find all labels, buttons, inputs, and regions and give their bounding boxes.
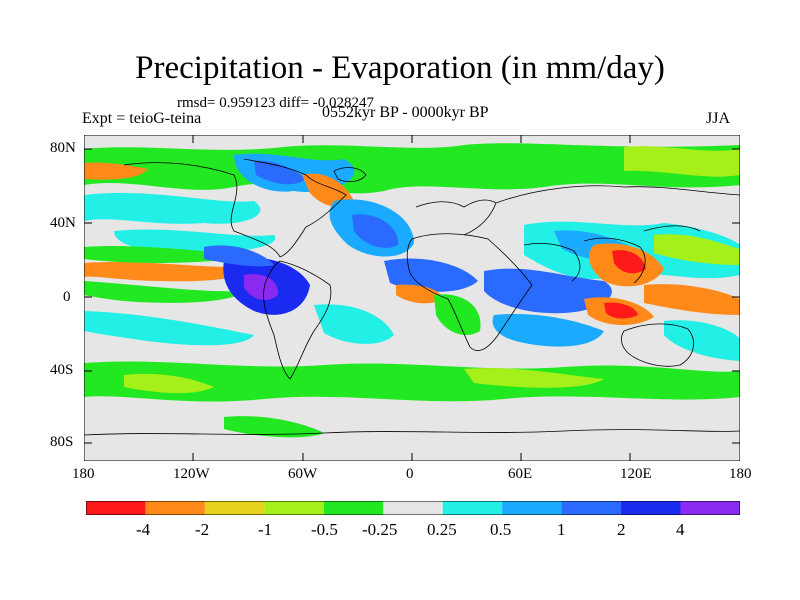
x-label-120w: 120W bbox=[173, 466, 210, 482]
colorbar-label-4: -0.5 bbox=[311, 520, 338, 539]
field-mc-red bbox=[612, 250, 646, 274]
stats-line: rmsd= 0.959123 diff= -0.028247 bbox=[177, 95, 375, 111]
colorbar-label-7: 0.5 bbox=[490, 520, 512, 539]
field-epac-green-s bbox=[84, 281, 244, 303]
colorbar-bin-8 bbox=[502, 501, 562, 515]
field-antarctic-green bbox=[224, 416, 324, 438]
field-guinea-orange bbox=[396, 284, 444, 304]
colorbar-label-8: 1 bbox=[557, 520, 566, 539]
colorbar-bin-11 bbox=[680, 501, 740, 515]
field-npac-cyan-2 bbox=[114, 229, 276, 253]
colorbar-bin-2 bbox=[145, 501, 205, 515]
field-wpac-lime bbox=[654, 234, 740, 265]
field-siberia-lime bbox=[624, 146, 740, 177]
y-label-40n: 40N bbox=[50, 215, 76, 231]
field-canada-dblue bbox=[254, 160, 306, 185]
colorbar-label-2: -2 bbox=[195, 520, 210, 539]
coast-africa bbox=[406, 233, 533, 351]
colorbar-label-10: 4 bbox=[676, 520, 685, 539]
field-sindian-blue bbox=[492, 313, 604, 347]
field-amazon-violet bbox=[244, 274, 279, 301]
coast-australia bbox=[620, 323, 694, 367]
x-label-60e: 60E bbox=[508, 466, 533, 482]
colorbar-bin-6 bbox=[383, 501, 443, 515]
field-spac-cyan bbox=[84, 311, 254, 346]
colorbar bbox=[86, 501, 740, 515]
coastlines bbox=[84, 158, 740, 436]
y-label-40s: 40S bbox=[50, 362, 74, 378]
field-tasman-cyan bbox=[664, 320, 740, 361]
field-africa-green bbox=[434, 294, 481, 336]
x-label-180e: 180 bbox=[729, 466, 752, 482]
x-label-60w: 60W bbox=[288, 466, 318, 482]
colorbar-bin-7 bbox=[442, 501, 503, 515]
colorbar-bin-1 bbox=[86, 501, 146, 515]
field-layer bbox=[84, 143, 740, 438]
y-label-80s: 80S bbox=[50, 434, 74, 450]
colorbar-label-5: -0.25 bbox=[362, 520, 398, 539]
colorbar-bin-9 bbox=[561, 501, 622, 515]
field-carib-blue bbox=[204, 245, 274, 267]
period-label: 0552kyr BP - 0000kyr BP bbox=[322, 104, 489, 121]
chart-title: Precipitation - Evaporation (in mm/day) bbox=[135, 50, 665, 86]
coast-antarctica bbox=[84, 429, 740, 436]
x-label-0: 0 bbox=[406, 466, 414, 482]
field-indian-blue bbox=[484, 268, 612, 314]
field-tim-red bbox=[604, 302, 638, 319]
coast-greenland bbox=[333, 167, 367, 183]
map-panel bbox=[84, 135, 740, 461]
field-alaska-orange bbox=[84, 162, 148, 180]
y-label-80n: 80N bbox=[50, 140, 76, 156]
field-wpac-orange bbox=[644, 284, 740, 315]
field-southern-lime-2 bbox=[464, 368, 604, 388]
experiment-label: Expt = teioG-teina bbox=[82, 110, 202, 127]
colorbar-label-9: 2 bbox=[617, 520, 626, 539]
field-npac-cyan bbox=[84, 192, 261, 224]
coast-south-america bbox=[263, 260, 332, 380]
field-tatl-blue bbox=[384, 258, 478, 292]
x-label-180w: 180 bbox=[72, 466, 95, 482]
colorbar-label-3: -1 bbox=[258, 520, 273, 539]
coast-north-america bbox=[123, 158, 347, 258]
colorbar-label-6: 0.25 bbox=[427, 520, 457, 539]
field-satl-cyan bbox=[314, 304, 394, 344]
field-natl-orange bbox=[302, 173, 354, 207]
season-label: JJA bbox=[706, 110, 731, 127]
field-southern-lime bbox=[124, 373, 214, 394]
y-label-0: 0 bbox=[63, 289, 71, 305]
colorbar-bin-3 bbox=[204, 501, 265, 515]
colorbar-bin-10 bbox=[621, 501, 681, 515]
x-label-120e: 120E bbox=[620, 466, 652, 482]
coast-asia bbox=[495, 185, 740, 284]
field-epac-orange bbox=[84, 262, 256, 282]
coast-europe bbox=[415, 199, 497, 236]
field-natl-dblue bbox=[352, 214, 399, 248]
colorbar-bin-4 bbox=[264, 501, 324, 515]
colorbar-bin-5 bbox=[323, 501, 384, 515]
colorbar-label-1: -4 bbox=[136, 520, 151, 539]
field-southern-green bbox=[84, 361, 740, 402]
axis-ticks bbox=[84, 135, 740, 461]
